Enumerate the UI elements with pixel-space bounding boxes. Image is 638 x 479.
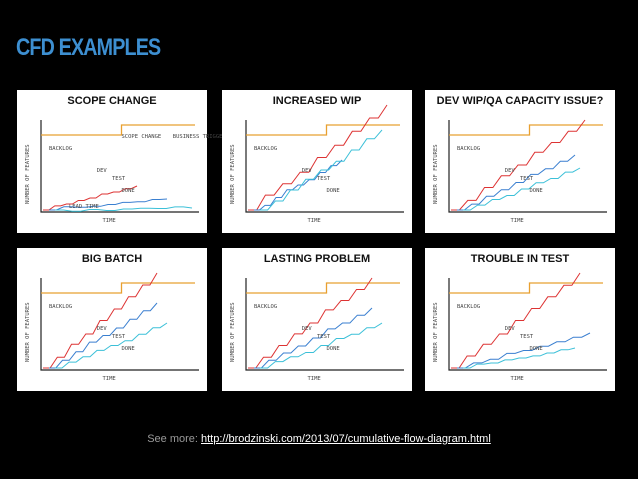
panel: TROUBLE IN TEST NUMBER OF FEATURES TIME BAC… [425, 248, 615, 391]
annotation: BUSINESS TRIGGER DATE [173, 134, 243, 140]
done-label: DONE [327, 188, 340, 194]
backlog-label: BACKLOG [254, 146, 277, 152]
flow-line [43, 272, 158, 369]
flow-line [254, 307, 373, 369]
done-label: DONE [327, 346, 340, 352]
footer: See more: http://brodzinski.com/2013/07/… [0, 433, 638, 445]
flow-line [55, 322, 168, 369]
y-axis-label: NUMBER OF FEATURES [230, 144, 236, 204]
flow-line [457, 154, 576, 211]
test-label: TEST [112, 176, 126, 182]
backlog-line [449, 124, 603, 136]
dev-label: DEV [302, 326, 313, 332]
panel-bg [17, 90, 207, 233]
dev-label: DEV [302, 168, 313, 174]
backlog-label: BACKLOG [49, 146, 72, 152]
y-axis-label: NUMBER OF FEATURES [25, 144, 31, 204]
annotation: SCOPE CHANGE [122, 134, 162, 140]
panel-bg [17, 248, 207, 391]
panel-bg [425, 90, 615, 233]
flow-line [457, 332, 591, 369]
flow-line [260, 322, 383, 369]
x-axis-label: TIME [103, 218, 116, 224]
slide-title: CFD EXAMPLES [16, 34, 161, 61]
backlog-label: BACKLOG [457, 304, 480, 310]
panel: BIG BATCH NUMBER OF FEATURES TIME BACKLOG DE… [17, 248, 207, 391]
test-label: TEST [520, 176, 534, 182]
backlog-line [449, 282, 603, 294]
x-axis-label: TIME [103, 376, 116, 382]
y-axis-label: NUMBER OF FEATURES [230, 302, 236, 362]
x-axis-label: TIME [308, 376, 321, 382]
backlog-line [246, 282, 400, 294]
y-axis-label: NUMBER OF FEATURES [433, 302, 439, 362]
panel: SCOPE CHANGE NUMBER OF FEATURES TIME BACKLO… [17, 90, 242, 233]
axes [40, 120, 199, 213]
y-axis-label: NUMBER OF FEATURES [25, 302, 31, 362]
panel-bg [425, 248, 615, 391]
done-label: DONE [530, 188, 543, 194]
flow-line [463, 167, 581, 211]
backlog-line [41, 124, 195, 136]
annotation: LEAD TIME [69, 204, 99, 210]
dev-label: DEV [97, 168, 108, 174]
panel: LASTING PROBLEM NUMBER OF FEATURES TIME BAC… [222, 248, 412, 391]
axes [245, 120, 404, 213]
done-label: DONE [122, 188, 135, 194]
axes [448, 120, 607, 213]
flow-line [248, 104, 388, 211]
axes [448, 278, 607, 371]
test-label: TEST [317, 334, 331, 340]
test-label: TEST [520, 334, 534, 340]
panel: INCREASED WIP NUMBER OF FEATURES TIME BACKL… [222, 90, 412, 233]
backlog-label: BACKLOG [49, 304, 72, 310]
axes [40, 278, 199, 371]
footer-prefix: See more: [147, 433, 198, 445]
dev-label: DEV [505, 326, 516, 332]
flow-line [55, 206, 193, 212]
panel-bg [222, 90, 412, 233]
flow-line [260, 129, 383, 211]
panel-title: INCREASED WIP [273, 95, 362, 107]
dev-label: DEV [97, 326, 108, 332]
x-axis-label: TIME [511, 376, 524, 382]
panel: DEV WIP/QA CAPACITY ISSUE? NUMBER OF FEAT… [425, 90, 615, 233]
test-label: TEST [112, 334, 126, 340]
panel-title: TROUBLE IN TEST [471, 253, 570, 265]
panel-title: BIG BATCH [82, 253, 142, 265]
flow-line [43, 185, 138, 211]
y-axis-label: NUMBER OF FEATURES [433, 144, 439, 204]
flow-line [451, 272, 581, 369]
dev-label: DEV [505, 168, 516, 174]
panel-title: DEV WIP/QA CAPACITY ISSUE? [437, 95, 604, 107]
backlog-label: BACKLOG [254, 304, 277, 310]
panel-title: SCOPE CHANGE [67, 95, 156, 107]
backlog-label: BACKLOG [457, 146, 480, 152]
test-label: TEST [317, 176, 331, 182]
x-axis-label: TIME [308, 218, 321, 224]
panel-title: LASTING PROBLEM [264, 253, 370, 265]
flow-line [49, 198, 168, 211]
done-label: DONE [122, 346, 135, 352]
flow-line [451, 119, 586, 211]
backlog-line [41, 282, 195, 294]
flow-line [49, 302, 158, 369]
footer-link[interactable]: http://brodzinski.com/2013/07/cumulative… [201, 433, 491, 445]
axes [245, 278, 404, 371]
backlog-line [246, 124, 400, 136]
flow-line [463, 347, 576, 369]
done-label: DONE [530, 346, 543, 352]
panel-bg [222, 248, 412, 391]
flow-line [248, 277, 373, 369]
x-axis-label: TIME [511, 218, 524, 224]
